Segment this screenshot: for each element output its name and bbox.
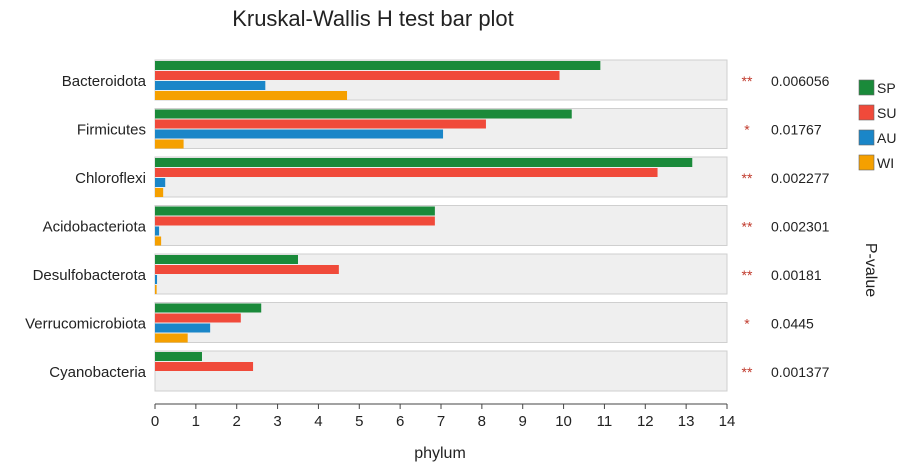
bar-au [155,129,444,139]
bars [155,61,693,371]
bar-su [155,168,658,177]
significance-marker: ** [742,267,753,283]
x-tick-label: 4 [314,413,322,430]
category-label: Desulfobacterota [33,267,147,284]
category-label: Acidobacteriota [43,219,147,236]
x-tick-label: 10 [555,413,572,430]
bar-su [155,216,435,226]
x-tick-label: 3 [273,413,281,430]
bar-sp [155,206,435,216]
p-value: 0.002277 [771,170,830,186]
bar-wi [155,236,162,246]
bar-su [155,313,241,323]
legend-swatch-wi [858,154,875,171]
x-tick-label: 5 [355,413,363,430]
x-tick-label: 8 [478,413,486,430]
bar-au [155,275,158,284]
legend-label: SP [877,80,896,96]
category-label: Chloroflexi [75,170,146,187]
bar-sp [155,109,572,119]
bar-wi [155,188,164,197]
bar-au [155,226,160,236]
significance-marker: * [744,122,750,138]
category-label: Cyanobacteria [49,364,146,381]
significance-marker: ** [742,364,753,380]
significance-marker: ** [742,73,753,89]
legend-label: AU [877,130,896,146]
x-tick-label: 9 [519,413,527,430]
p-value: 0.006056 [771,73,830,89]
x-tick-label: 11 [597,413,613,430]
bar-sp [155,158,693,167]
legend-label: SU [877,105,896,121]
x-tick-label: 7 [437,413,445,430]
category-label: Verrucomicrobiota [25,316,147,333]
legend-swatch-su [858,104,875,121]
bar-au [155,81,266,90]
legend-swatch-au [858,129,875,146]
bar-sp [155,255,298,264]
bar-su [155,362,254,371]
x-tick-label: 0 [151,413,159,430]
category-label: Bacteroidota [62,73,147,90]
category-label: Firmicutes [77,122,146,139]
x-tick-label: 14 [719,413,736,430]
category-labels: Bacteroidota Firmicutes Chloroflexi Acidoba… [25,73,147,381]
bar-au [155,178,166,187]
bar-sp [155,352,202,361]
x-tick-label: 2 [233,413,241,430]
bar-su [155,265,339,274]
bar-sp [155,303,262,313]
significance-marker: ** [742,219,753,235]
bar-su [155,119,486,129]
bar-sp [155,61,601,70]
x-tick-label: 12 [637,413,654,430]
legend-swatch-sp [858,79,875,96]
significance-marker: * [744,316,750,332]
bar-au [155,323,211,333]
p-value: 0.002301 [771,219,830,235]
p-value-axis-label: P-value [862,243,879,297]
x-axis-label: phylum [414,445,466,462]
p-value: 0.00181 [771,267,822,283]
p-value: 0.0445 [771,316,814,332]
legend: SP SU AU WI [858,79,896,171]
significance-marker: ** [742,170,753,186]
x-tick-label: 1 [192,413,200,430]
p-value-column: ** 0.006056* 0.01767** 0.002277** 0.002301**… [742,73,830,380]
bar-wi [155,139,184,149]
bar-wi [155,285,157,294]
x-tick-label: 6 [396,413,404,430]
bar-wi [155,333,188,343]
p-value: 0.001377 [771,364,830,380]
bar-wi [155,91,348,100]
x-tick-label: 13 [678,413,695,430]
x-axis: 0 1 2 3 4 5 6 7 8 9 10 11 12 13 14 [151,403,736,430]
legend-label: WI [877,155,894,171]
p-value: 0.01767 [771,122,822,138]
bar-su [155,71,560,80]
chart-title: Kruskal-Wallis H test bar plot [232,6,514,31]
